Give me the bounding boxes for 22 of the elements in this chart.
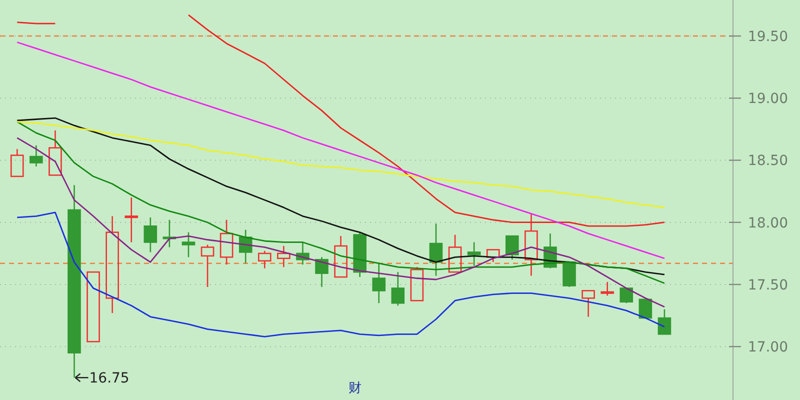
candlestick (68, 184, 81, 378)
candlestick (429, 222, 443, 276)
candlestick (182, 232, 196, 258)
annotation: 财 (348, 381, 362, 396)
y-tick-label: 18.50 (748, 153, 788, 170)
line-series (16, 121, 666, 208)
candlestick (315, 256, 328, 288)
y-tick-label: 18.00 (748, 215, 788, 232)
candlestick (258, 250, 272, 269)
y-tick-label: 17.50 (748, 277, 788, 294)
candlestick (524, 213, 538, 276)
y-tick-label: 19.00 (748, 91, 788, 108)
candlestick (372, 262, 386, 304)
line-series (16, 137, 666, 308)
candlestick (30, 144, 43, 168)
candlestick (106, 216, 119, 314)
candlestick (124, 196, 138, 243)
y-tick-label: 19.50 (748, 28, 788, 45)
y-tick-label: 17.00 (748, 339, 788, 356)
candlestick (467, 242, 481, 266)
annotation: 16.75 (89, 370, 130, 387)
line-series (16, 42, 666, 260)
